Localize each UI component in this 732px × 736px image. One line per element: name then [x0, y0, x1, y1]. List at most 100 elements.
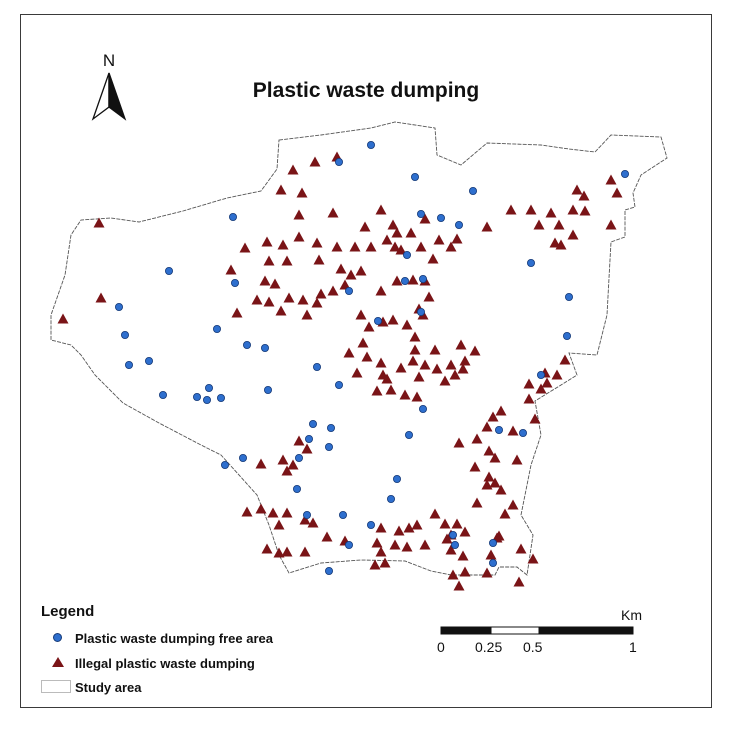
- map-title: Plastic waste dumping: [252, 79, 480, 102]
- dumping-free-marker: [334, 380, 343, 389]
- legend-item-study-area: Study area: [41, 678, 141, 696]
- dumping-free-marker: [212, 324, 221, 333]
- dumping-free-marker: [238, 453, 247, 462]
- scale-tick-label: 0: [437, 639, 445, 655]
- illegal-dumping-marker: [415, 241, 427, 252]
- legend-label: Illegal plastic waste dumping: [75, 655, 255, 671]
- illegal-dumping-marker: [395, 244, 407, 255]
- illegal-dumping-marker: [299, 514, 311, 525]
- dumping-free-marker: [400, 276, 409, 285]
- illegal-dumping-marker: [423, 291, 435, 302]
- illegal-dumping-marker: [239, 242, 251, 253]
- illegal-dumping-marker: [293, 435, 305, 446]
- illegal-dumping-marker: [231, 307, 243, 318]
- illegal-dumping-marker: [605, 174, 617, 185]
- illegal-dumping-marker: [487, 411, 499, 422]
- illegal-dumping-marker: [95, 292, 107, 303]
- illegal-dumping-marker: [555, 239, 567, 250]
- scale-tick-label: 0.25: [475, 639, 503, 655]
- illegal-dumping-marker: [567, 204, 579, 215]
- illegal-dumping-marker: [287, 164, 299, 175]
- illegal-dumping-marker: [293, 209, 305, 220]
- legend-title: Legend: [41, 603, 95, 620]
- dumping-free-marker: [312, 362, 321, 371]
- illegal-dumping-marker: [281, 255, 293, 266]
- illegal-dumping-marker: [311, 297, 323, 308]
- illegal-dumping-marker: [349, 241, 361, 252]
- dumping-free-marker: [386, 494, 395, 503]
- study-area-boundary: [50, 121, 668, 576]
- dumping-free-marker: [418, 404, 427, 413]
- illegal-dumping-marker: [263, 255, 275, 266]
- illegal-dumping-marker: [451, 233, 463, 244]
- illegal-dumping-marker: [381, 234, 393, 245]
- illegal-dumping-marker: [327, 207, 339, 218]
- illegal-dumping-marker: [411, 519, 423, 530]
- illegal-dumping-marker: [403, 522, 415, 533]
- illegal-dumping-marker: [393, 525, 405, 536]
- illegal-dumping-marker: [459, 355, 471, 366]
- illegal-dumping-marker: [481, 221, 493, 232]
- illegal-dumping-marker: [483, 445, 495, 456]
- dumping-free-marker: [204, 383, 213, 392]
- illegal-dumping-marker: [375, 522, 387, 533]
- illegal-dumping-marker: [369, 559, 381, 570]
- illegal-dumping-marker: [485, 549, 497, 560]
- illegal-dumping-marker: [365, 241, 377, 252]
- dumping-free-marker: [565, 292, 574, 301]
- dumping-free-marker: [454, 220, 463, 229]
- illegal-dumping-marker: [433, 234, 445, 245]
- illegal-dumping-marker: [515, 543, 527, 554]
- illegal-dumping-marker: [335, 263, 347, 274]
- dumping-free-marker: [450, 541, 459, 550]
- illegal-dumping-marker: [375, 204, 387, 215]
- dumping-free-marker: [366, 520, 375, 529]
- dumping-free-marker: [294, 453, 303, 462]
- illegal-dumping-marker: [225, 264, 237, 275]
- illegal-dumping-marker: [283, 292, 295, 303]
- illegal-dumping-marker: [351, 367, 363, 378]
- dumping-free-marker: [366, 141, 375, 150]
- illegal-dumping-marker: [407, 274, 419, 285]
- legend-item-illegal-dumping: Illegal plastic waste dumping: [41, 654, 255, 672]
- illegal-dumping-marker: [315, 288, 327, 299]
- dumping-free-marker: [563, 331, 572, 340]
- legend-label: Plastic waste dumping free area: [75, 630, 273, 646]
- illegal-dumping-marker: [511, 454, 523, 465]
- illegal-dumping-marker: [507, 499, 519, 510]
- dumping-free-marker: [304, 434, 313, 443]
- illegal-dumping-marker: [241, 506, 253, 517]
- illegal-dumping-marker: [259, 275, 271, 286]
- dumping-free-marker: [416, 307, 425, 316]
- illegal-dumping-marker: [251, 294, 263, 305]
- illegal-dumping-marker: [321, 531, 333, 542]
- dumping-free-marker: [410, 172, 419, 181]
- illegal-dumping-marker: [553, 219, 565, 230]
- illegal-dumping-marker: [445, 359, 457, 370]
- dumping-free-marker: [494, 425, 503, 434]
- illegal-dumping-marker: [399, 389, 411, 400]
- scale-bar-graphic: [440, 626, 634, 635]
- illegal-dumping-marker: [355, 265, 367, 276]
- illegal-dumping-marker: [255, 503, 267, 514]
- dumping-free-marker: [373, 316, 382, 325]
- dumping-free-marker: [326, 423, 335, 432]
- illegal-dumping-marker: [281, 465, 293, 476]
- illegal-dumping-marker: [385, 384, 397, 395]
- illegal-dumping-marker: [355, 309, 367, 320]
- illegal-dumping-marker: [395, 362, 407, 373]
- dumping-free-marker: [418, 274, 427, 283]
- north-letter: N: [102, 51, 116, 70]
- illegal-dumping-marker: [605, 219, 617, 230]
- illegal-dumping-marker: [297, 294, 309, 305]
- illegal-dumping-marker: [459, 526, 471, 537]
- dumping-free-marker: [402, 250, 411, 259]
- illegal-dumping-marker: [481, 567, 493, 578]
- dumping-free-marker: [334, 157, 343, 166]
- illegal-dumping-marker: [447, 569, 459, 580]
- illegal-dumping-marker: [379, 557, 391, 568]
- illegal-dumping-marker: [375, 546, 387, 557]
- illegal-dumping-marker: [457, 363, 469, 374]
- illegal-dumping-marker: [391, 227, 403, 238]
- illegal-dumping-marker: [523, 378, 535, 389]
